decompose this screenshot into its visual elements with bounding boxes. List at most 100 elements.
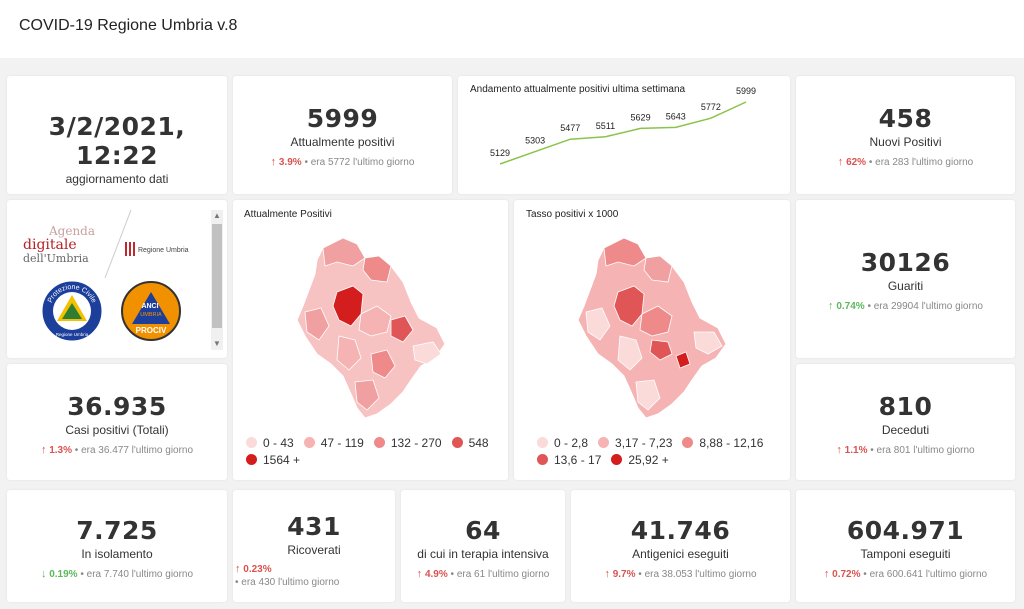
legend-item: 548 — [451, 436, 489, 450]
scrollbar-thumb[interactable] — [212, 224, 222, 328]
map2-title: Tasso positivi x 1000 — [526, 209, 619, 220]
nuovi-value: 458 — [878, 104, 933, 133]
antigenici-label: Antigenici eseguiti — [632, 547, 729, 561]
update-card: 3/2/2021, 12:22 aggiornamento dati — [7, 76, 227, 194]
anci-prociv-logo: ANCI UMBRIA PROCIV — [121, 281, 181, 341]
antigenici-value: 41.746 — [630, 516, 731, 545]
isolamento-value: 7.725 — [76, 516, 158, 545]
legend-item: 0 - 2,8 — [537, 436, 588, 450]
legend-dot-icon — [303, 437, 315, 448]
trend-data-label: 5511 — [596, 121, 615, 131]
trend-data-label: 5999 — [736, 86, 756, 96]
positivi-pct: 3.9% — [278, 157, 302, 168]
casi-prev: era 36.477 l'ultimo giorno — [81, 445, 194, 456]
svg-text:ANCI: ANCI — [141, 303, 158, 310]
tamponi-prev: era 600.641 l'ultimo giorno — [869, 569, 988, 580]
nuovi-delta: ↑ 62% • era 283 l'ultimo giorno — [837, 156, 974, 168]
isolamento-pct: 0.19% — [49, 569, 78, 580]
legend-label: 1564 + — [263, 453, 301, 467]
agenda-digitale-logo: Agenda digitale dell'Umbria — [23, 224, 96, 265]
legend-row: 13,6 - 17 25,92 + — [537, 453, 787, 470]
legend-label: 3,17 - 7,23 — [615, 436, 673, 450]
legend-dot-icon — [611, 454, 623, 465]
svg-text:PROCIV: PROCIV — [136, 326, 167, 335]
scroll-down-arrow-icon[interactable]: ▼ — [213, 339, 221, 348]
trend-data-label: 5129 — [490, 148, 510, 158]
legend-item: 132 - 270 — [373, 436, 442, 450]
umbria-map-tasso[interactable] — [576, 236, 736, 421]
antigenici-delta: ↑ 9.7% • era 38.053 l'ultimo giorno — [604, 568, 757, 580]
tamponi-delta: ↑ 0.72% • era 600.641 l'ultimo giorno — [823, 568, 988, 580]
antigenici-card: 41.746 Antigenici eseguiti ↑ 9.7% • era … — [571, 490, 790, 602]
deceduti-card: 810 Deceduti ↑ 1.1% • era 801 l'ultimo g… — [796, 364, 1015, 480]
legend-item: 3,17 - 7,23 — [598, 436, 672, 450]
scroll-up-arrow-icon[interactable]: ▲ — [213, 211, 221, 220]
protezione-civile-logo: Protezione Civile Regione Umbria — [41, 280, 103, 342]
intensiva-prev: era 61 l'ultimo giorno — [456, 569, 550, 580]
nuovi-label: Nuovi Positivi — [869, 135, 942, 149]
positivi-delta: ↑ 3.9% • era 5772 l'ultimo giorno — [270, 156, 415, 168]
legend-item: 1564 + — [246, 453, 300, 467]
trend-data-label: 5643 — [666, 111, 686, 121]
logos-scrollbar[interactable]: ▲ ▼ — [211, 210, 223, 350]
tamponi-label: Tamponi eseguiti — [860, 547, 951, 561]
deceduti-pct: 1.1% — [844, 445, 868, 456]
legend-label: 13,6 - 17 — [554, 453, 602, 467]
positivi-prev: era 5772 l'ultimo giorno — [310, 157, 415, 168]
legend-dot-icon — [537, 454, 548, 465]
legend-label: 8,88 - 12,16 — [699, 436, 764, 450]
legend-label: 47 - 119 — [320, 436, 364, 450]
deceduti-delta: ↑ 1.1% • era 801 l'ultimo giorno — [836, 444, 975, 456]
regione-emblem-icon — [125, 242, 136, 256]
ricoverati-card: 431 Ricoverati ↑ 0.23% • era 430 l'ultim… — [233, 490, 395, 602]
arrow-up-icon: ↑ — [837, 156, 844, 168]
casi-pct: 1.3% — [49, 445, 73, 456]
ricoverati-delta: ↑ 0.23% • era 430 l'ultimo giorno — [235, 563, 340, 588]
legend-row: 1564 + — [246, 453, 506, 470]
legend-dot-icon — [246, 454, 257, 465]
ricoverati-pct: 0.23% — [243, 564, 272, 575]
trend-line-chart: 5129 5303 5477 5511 5629 5643 5772 5999 — [490, 86, 756, 165]
guariti-prev: era 29904 l'ultimo giorno — [873, 301, 983, 312]
casi-delta: ↑ 1.3% • era 36.477 l'ultimo giorno — [40, 444, 194, 456]
ricoverati-label: Ricoverati — [287, 543, 341, 557]
trend-data-label: 5477 — [560, 123, 580, 133]
guariti-delta: ↑ 0.74% • era 29904 l'ultimo giorno — [828, 300, 983, 312]
map-tasso-positivi-card: Tasso positivi x 1000 0 - 2,8 3,17 - 7,23… — [514, 200, 790, 480]
legend-item: 47 - 119 — [303, 436, 364, 450]
app-header: COVID-19 Regione Umbria v.8 — [0, 0, 1024, 58]
legend-dot-icon — [246, 437, 257, 448]
tamponi-pct: 0.72% — [832, 569, 861, 580]
legend-dot-icon — [598, 437, 610, 448]
nuovi-card: 458 Nuovi Positivi ↑ 62% • era 283 l'ult… — [796, 76, 1015, 194]
arrow-up-icon: ↑ — [235, 563, 241, 575]
update-datetime: 3/2/2021, 12:22 — [48, 112, 186, 170]
arrow-up-icon: ↑ — [836, 444, 842, 456]
casi-label: Casi positivi (Totali) — [65, 423, 169, 437]
casi-value: 36.935 — [67, 392, 167, 421]
svg-text:UMBRIA: UMBRIA — [140, 312, 162, 318]
legend-label: 25,92 + — [628, 453, 669, 467]
ricoverati-prev: era 430 l'ultimo giorno — [241, 577, 340, 588]
casi-card: 36.935 Casi positivi (Totali) ↑ 1.3% • e… — [7, 364, 227, 480]
legend-label: 132 - 270 — [390, 436, 442, 450]
legend-label: 0 - 2,8 — [554, 436, 589, 450]
umbria-map-positivi[interactable] — [295, 236, 455, 421]
intensiva-value: 64 — [465, 516, 501, 545]
guariti-value: 30126 — [860, 248, 951, 277]
arrow-up-icon: ↑ — [828, 300, 834, 312]
update-label: aggiornamento dati — [65, 172, 169, 186]
positivi-value: 5999 — [306, 104, 379, 133]
trend-title: Andamento attualmente positivi ultima se… — [470, 84, 686, 95]
nuovi-pct: 62% — [846, 157, 867, 168]
tamponi-card: 604.971 Tamponi eseguiti ↑ 0.72% • era 6… — [796, 490, 1015, 602]
guariti-pct: 0.74% — [836, 301, 865, 312]
map-attualmente-positivi-card: Attualmente Positivi 0 - 43 47 - 119 132 -… — [233, 200, 508, 480]
legend-dot-icon — [537, 437, 548, 448]
positivi-card: 5999 Attualmente positivi ↑ 3.9% • era 5… — [233, 76, 452, 194]
legend-item: 0 - 43 — [246, 436, 294, 450]
trend-data-label: 5303 — [525, 136, 545, 146]
isolamento-prev: era 7.740 l'ultimo giorno — [86, 569, 194, 580]
isolamento-delta: ↓ 0.19% • era 7.740 l'ultimo giorno — [40, 568, 194, 580]
regione-umbria-logo: Regione Umbria — [125, 242, 189, 256]
